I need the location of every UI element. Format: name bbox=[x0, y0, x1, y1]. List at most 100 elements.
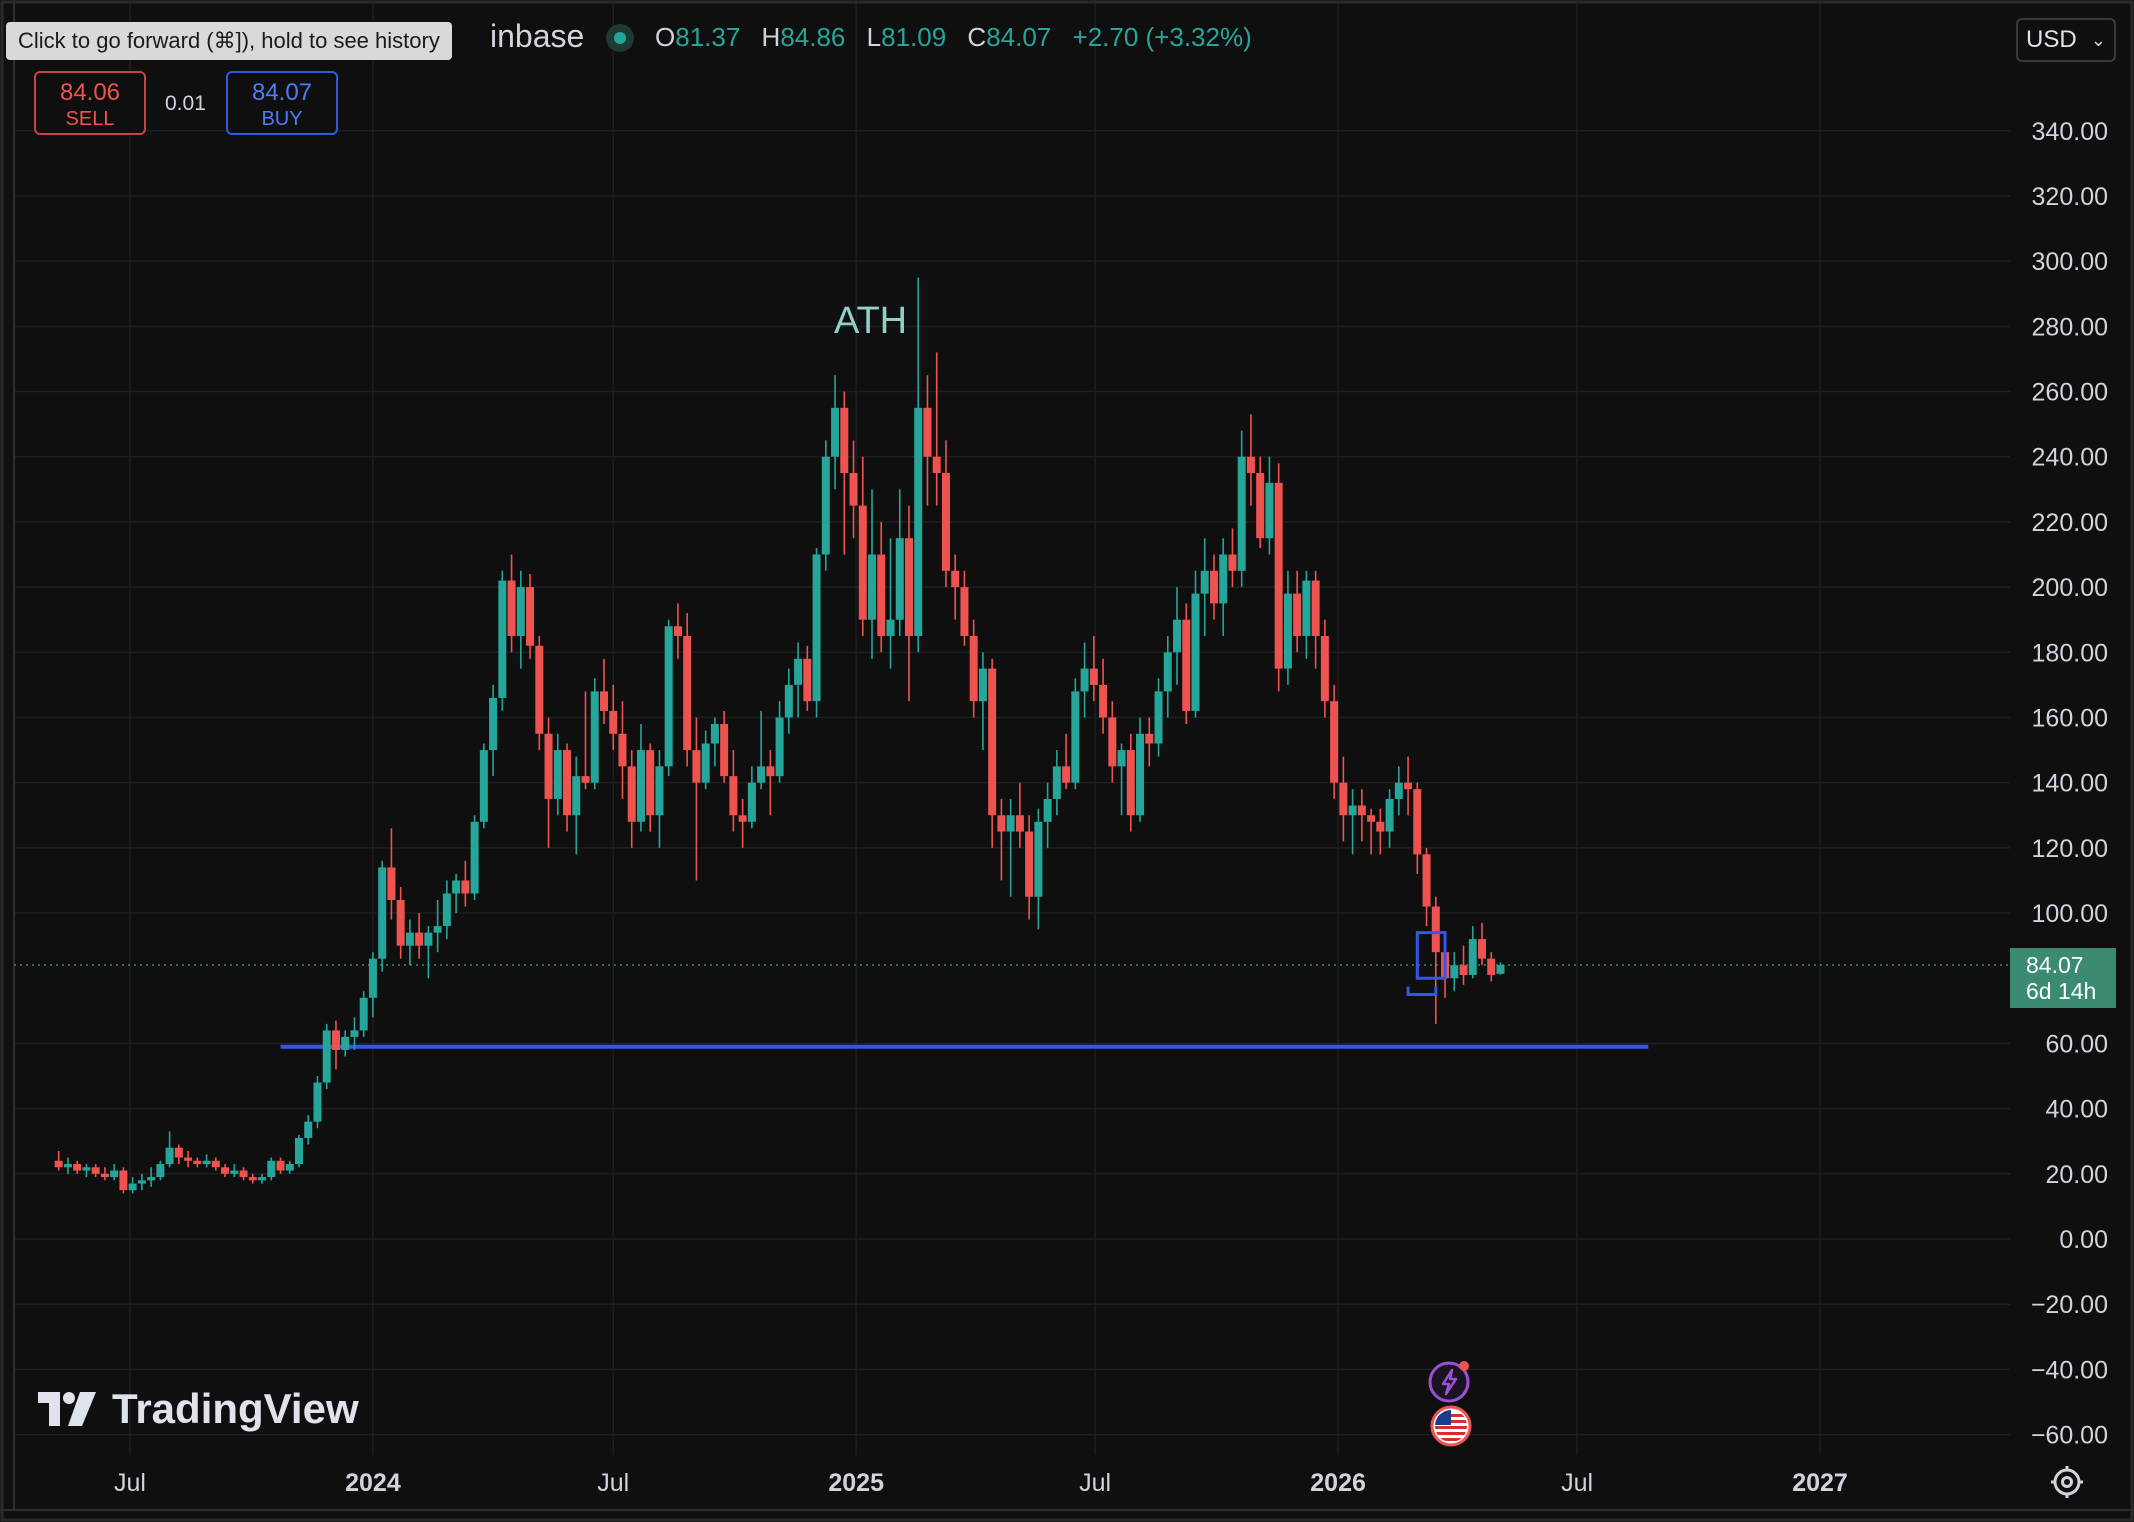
symbol-exchange-label[interactable]: inbase bbox=[490, 18, 585, 54]
candle-body bbox=[1496, 964, 1505, 974]
candle-body bbox=[267, 1160, 276, 1178]
candle-body bbox=[526, 587, 535, 646]
candle-body bbox=[156, 1164, 165, 1178]
candle-body bbox=[442, 893, 451, 927]
candle-body bbox=[54, 1160, 63, 1168]
candle-body bbox=[489, 697, 498, 751]
chevron-down-icon: ⌄ bbox=[2090, 30, 2106, 50]
candle-body bbox=[1431, 906, 1440, 953]
candle-body bbox=[1394, 782, 1403, 799]
candle-body bbox=[461, 880, 470, 894]
candle-body bbox=[110, 1170, 119, 1178]
candle-body bbox=[378, 867, 387, 959]
x-axis-tick-label: 2026 bbox=[1310, 1469, 1366, 1497]
settings-gear-icon[interactable] bbox=[2050, 1465, 2084, 1499]
y-axis-tick-label: 340.00 bbox=[2032, 118, 2108, 146]
flash-event-icon[interactable] bbox=[1428, 1358, 1474, 1404]
last-price-value: 84.07 bbox=[2026, 952, 2084, 978]
candle-body bbox=[248, 1177, 257, 1181]
candle-body bbox=[544, 733, 553, 799]
candle-body bbox=[1200, 570, 1209, 594]
candle-body bbox=[886, 619, 895, 636]
candle-body bbox=[914, 407, 923, 636]
candle-body bbox=[147, 1177, 156, 1181]
candle-body bbox=[1154, 691, 1163, 744]
candle-body bbox=[581, 776, 590, 783]
candle-body bbox=[221, 1167, 230, 1174]
x-axis-tick-label: Jul bbox=[597, 1469, 629, 1497]
candle-body bbox=[433, 926, 442, 933]
candle-body bbox=[285, 1164, 294, 1171]
candle-body bbox=[572, 776, 581, 816]
x-axis-tick-label: 2027 bbox=[1792, 1469, 1848, 1497]
candle-body bbox=[1099, 684, 1108, 718]
us-flag-event-icon[interactable] bbox=[1430, 1405, 1476, 1451]
candle-body bbox=[304, 1121, 313, 1138]
candle-body bbox=[368, 958, 377, 998]
candle-body bbox=[997, 815, 1006, 832]
candle-body bbox=[812, 554, 821, 702]
candle-body bbox=[387, 867, 396, 901]
tradingview-logo[interactable]: TradingView bbox=[38, 1385, 359, 1433]
candle-body bbox=[359, 997, 368, 1031]
candle-body bbox=[405, 932, 414, 946]
candle-body bbox=[479, 750, 488, 822]
candle-body bbox=[1071, 691, 1080, 783]
candle-body bbox=[1274, 482, 1283, 669]
y-axis-tick-label: −60.00 bbox=[2031, 1422, 2108, 1450]
candle-body bbox=[1357, 805, 1366, 816]
candle-body bbox=[877, 554, 886, 636]
y-axis-tick-label: −20.00 bbox=[2031, 1291, 2108, 1319]
candle-body bbox=[1422, 854, 1431, 907]
y-axis-tick-label: −40.00 bbox=[2031, 1356, 2108, 1384]
candle-body bbox=[174, 1147, 183, 1158]
candle-body bbox=[295, 1137, 303, 1165]
candle-body bbox=[193, 1160, 202, 1165]
buy-button[interactable]: 84.07 BUY bbox=[226, 71, 338, 135]
y-axis-tick-label: 40.00 bbox=[2045, 1096, 2108, 1124]
y-axis-tick-label: 20.00 bbox=[2045, 1161, 2108, 1189]
currency-select[interactable]: USD ⌄ bbox=[2016, 18, 2116, 62]
y-axis-tick-label: 100.00 bbox=[2032, 900, 2108, 928]
candle-body bbox=[516, 587, 525, 636]
buy-label: BUY bbox=[261, 108, 303, 130]
candle-body bbox=[1089, 668, 1098, 685]
candle-body bbox=[951, 570, 960, 588]
candle-body bbox=[276, 1160, 285, 1171]
candle-body bbox=[128, 1183, 137, 1191]
candle-body bbox=[535, 645, 544, 734]
candle-body bbox=[775, 717, 784, 777]
candle-body bbox=[609, 710, 618, 734]
candle-body bbox=[63, 1164, 72, 1168]
candle-body bbox=[868, 554, 877, 620]
buy-price: 84.07 bbox=[251, 79, 313, 106]
sell-button[interactable]: 84.06 SELL bbox=[34, 71, 146, 135]
candle-body bbox=[119, 1170, 128, 1191]
open-value: 81.37 bbox=[675, 22, 741, 52]
tradingview-logo-icon bbox=[38, 1392, 96, 1426]
candle-body bbox=[322, 1030, 331, 1083]
candle-body bbox=[673, 626, 682, 636]
candle-body bbox=[1025, 831, 1034, 897]
candle-body bbox=[1339, 782, 1348, 816]
candle-body bbox=[211, 1160, 220, 1168]
candle-body bbox=[1478, 939, 1486, 959]
candle-body bbox=[978, 668, 987, 702]
x-axis-tick-label: Jul bbox=[1079, 1469, 1111, 1497]
candle-body bbox=[1320, 635, 1329, 702]
candle-body bbox=[895, 538, 904, 620]
candle-body bbox=[1265, 482, 1274, 539]
navigation-tooltip: Click to go forward (⌘]), hold to see hi… bbox=[6, 22, 452, 60]
y-axis-tick-label: 220.00 bbox=[2032, 509, 2108, 537]
y-axis-tick-label: 300.00 bbox=[2032, 248, 2108, 276]
sell-label: SELL bbox=[65, 108, 115, 130]
change-value: +2.70 (+3.32%) bbox=[1072, 22, 1252, 52]
candle-body bbox=[757, 766, 766, 783]
candle-body bbox=[1459, 965, 1468, 975]
candle-body bbox=[563, 750, 572, 816]
candle-body bbox=[1080, 668, 1089, 692]
spread-value: 0.01 bbox=[165, 92, 206, 115]
